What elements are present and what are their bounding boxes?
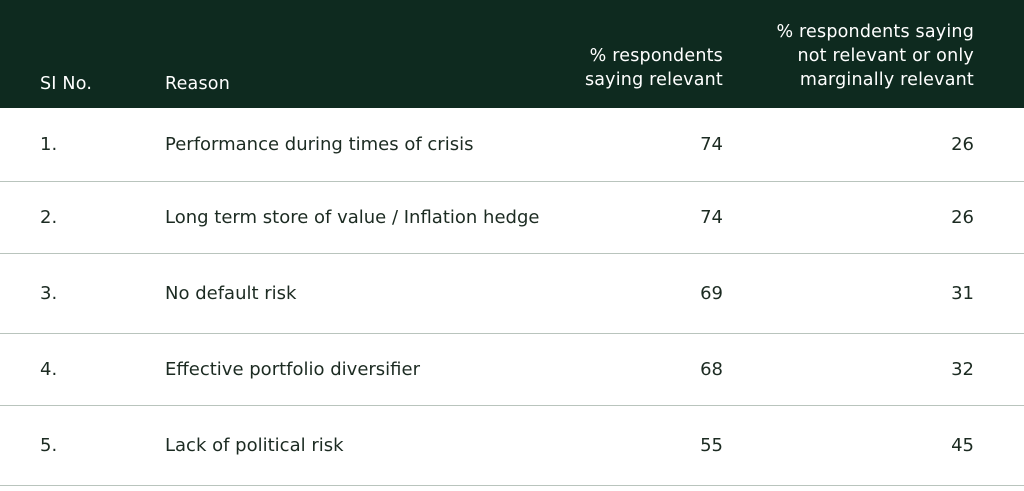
header-si-no: SI No. xyxy=(40,74,93,94)
table-header: SI No. Reason % respondents saying relev… xyxy=(0,0,1024,108)
row-reason: No default risk xyxy=(165,282,297,304)
row-not-relevant-value: 26 xyxy=(951,133,974,155)
row-reason: Lack of political risk xyxy=(165,434,344,456)
row-reason: Performance during times of crisis xyxy=(165,133,474,155)
header-reason: Reason xyxy=(165,74,230,94)
header-not-relevant-line-1: % respondents saying xyxy=(776,22,974,42)
row-relevant-value: 74 xyxy=(700,206,723,228)
row-relevant-value: 68 xyxy=(700,358,723,380)
row-not-relevant-value: 32 xyxy=(951,358,974,380)
header-relevant-line-2: saying relevant xyxy=(584,70,723,90)
row-number: 5. xyxy=(40,434,58,456)
header-not-relevant-line-2: not relevant or only xyxy=(797,46,974,66)
row-relevant-value: 69 xyxy=(700,282,723,304)
header-relevant-line-1: % respondents xyxy=(589,46,723,66)
row-reason: Effective portfolio diversifier xyxy=(165,358,420,380)
row-relevant-value: 74 xyxy=(700,133,723,155)
row-not-relevant-value: 45 xyxy=(951,434,974,456)
row-number: 1. xyxy=(40,133,58,155)
header-not-relevant-line-3: marginally relevant xyxy=(799,70,974,90)
row-not-relevant-value: 26 xyxy=(951,206,974,228)
row-number: 4. xyxy=(40,358,58,380)
header-relevant: % respondents saying relevant xyxy=(503,44,723,92)
row-relevant-value: 55 xyxy=(700,434,723,456)
row-number: 3. xyxy=(40,282,58,304)
row-reason: Long term store of value / Inflation hed… xyxy=(165,206,540,228)
row-number: 2. xyxy=(40,206,58,228)
table-row: 5. Lack of political risk 55 45 xyxy=(0,406,1024,486)
table-row: 4. Effective portfolio diversifier 68 32 xyxy=(0,334,1024,406)
table-row: 3. No default risk 69 31 xyxy=(0,254,1024,334)
table-row: 2. Long term store of value / Inflation … xyxy=(0,182,1024,254)
header-not-relevant: % respondents saying not relevant or onl… xyxy=(734,20,974,92)
row-not-relevant-value: 31 xyxy=(951,282,974,304)
table-row: 1. Performance during times of crisis 74… xyxy=(0,108,1024,182)
